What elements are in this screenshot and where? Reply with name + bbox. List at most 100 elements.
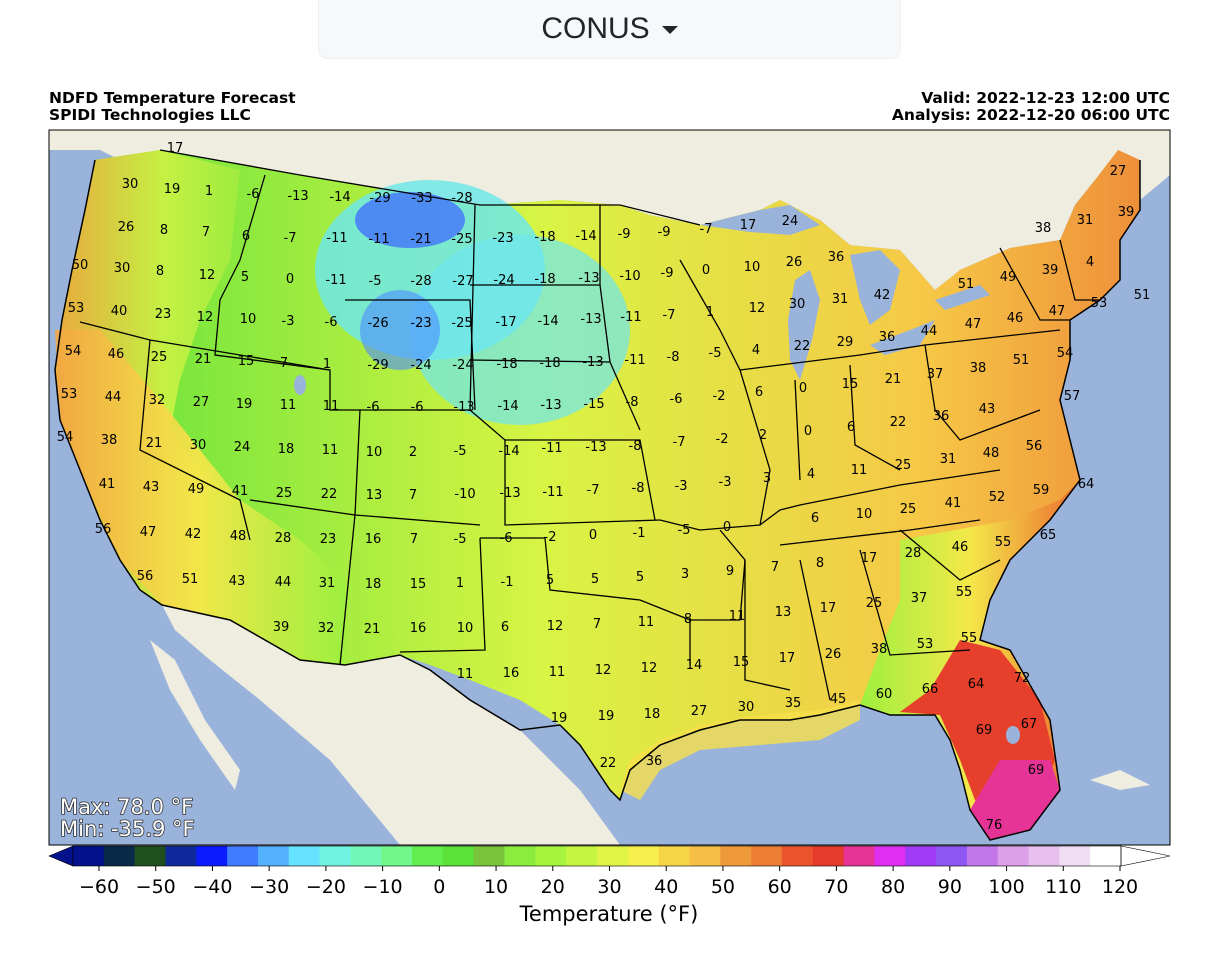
temperature-value: 5 [241,270,249,285]
temperature-value: 72 [1014,671,1031,686]
temperature-value: 16 [503,666,520,681]
temperature-value: -5 [678,523,691,538]
colorbar-tick-label: 50 [711,876,735,898]
colorbar-segment [1059,846,1091,866]
temperature-value: 47 [1049,304,1066,319]
temperature-value: 14 [686,658,703,673]
temperature-value: 4 [1086,255,1094,270]
temperature-value: 6 [501,620,509,635]
temperature-value: 40 [111,304,128,319]
temperature-value: 30 [738,700,755,715]
temperature-value: 0 [589,528,597,543]
temperature-value: -11 [368,232,389,247]
temperature-value: 44 [921,324,938,339]
colorbar-segment [504,846,536,866]
temperature-value: 5 [546,573,554,588]
temperature-value: -29 [369,191,390,206]
colorbar-segment [597,846,629,866]
colorbar-tick-label: 30 [597,876,621,898]
max-temperature: Max: 78.0 °F [60,795,193,819]
temperature-value: -14 [498,444,519,459]
temperature-value: 53 [68,301,85,316]
colorbar-segment [227,846,259,866]
lake-ontario [935,285,990,310]
temperature-value: 46 [108,347,125,362]
temperature-value: 31 [832,292,849,307]
temperature-value: -14 [575,229,596,244]
region-selector[interactable]: CONUS [318,0,901,59]
colorbar: −60 −50 −40 −30 −20 −10 0 10 20 30 40 50 60 70 80 90 100… [48,845,1171,898]
temperature-value: -18 [496,357,517,372]
temperature-value: -11 [542,485,563,500]
colorbar-segment [997,846,1030,866]
temperature-value: 32 [318,621,335,636]
temperature-value: 26 [118,220,135,235]
temperature-value: 10 [744,260,761,275]
temperature-value: 42 [185,527,202,542]
colorbar-segment [1090,846,1122,866]
colorbar-tick-label: 20 [541,876,565,898]
mexico-land [162,605,620,845]
temperature-value: 23 [155,307,172,322]
temperature-value: 11 [323,399,340,414]
temperature-value: -11 [624,353,645,368]
temperature-value: 10 [457,621,474,636]
temperature-value: 36 [646,754,663,769]
temperature-value: 11 [729,609,746,624]
temperature-value: 35 [785,696,802,711]
great-salt-lake [294,375,306,395]
colorbar-segment [381,846,413,866]
temperature-value: 23 [320,532,337,547]
temperature-value: 12 [547,619,564,634]
temperature-value: -18 [534,230,555,245]
colorbar-segment [720,846,752,866]
temperature-value: 12 [199,268,216,283]
temperature-value: 18 [644,707,661,722]
temperature-value: 37 [927,367,944,382]
temperature-value: 19 [598,709,615,724]
temperature-value: 53 [917,637,934,652]
colorbar-segment [473,846,506,866]
temperature-value: -13 [585,440,606,455]
temperature-value: 65 [1040,528,1057,543]
temperature-value: -23 [492,231,513,246]
temperature-value: 25 [151,350,168,365]
temperature-value: -6 [411,400,424,415]
map-title: NDFD Temperature Forecast [49,89,296,107]
temperature-value: -8 [667,350,680,365]
temperature-value: -5 [454,532,467,547]
map-organization: SPIDI Technologies LLC [49,106,251,124]
temperature-value: 2 [409,445,417,460]
temperature-value: 76 [986,818,1003,833]
temperature-value: -13 [499,486,520,501]
colorbar-tick-label: −10 [363,876,403,898]
temperature-value: 11 [280,398,297,413]
temperature-value: 7 [280,356,288,371]
temperature-value: 6 [847,420,855,435]
temperature-value: 0 [804,424,812,439]
colorbar-segment [257,846,290,866]
temperature-value: 55 [995,535,1012,550]
colorbar-segment [412,846,444,866]
temperature-value: 19 [551,711,568,726]
colorbar-tick-label: 80 [881,876,905,898]
temperature-value: 0 [702,263,710,278]
temperature-value: 41 [99,477,116,492]
colorbar-under-extension [48,845,74,867]
temperature-value: -14 [497,399,518,414]
temperature-value: 9 [726,564,734,579]
temperature-value: 44 [105,390,122,405]
temperature-value: 5 [636,570,644,585]
temperature-value: -7 [663,308,676,323]
temperature-value: 24 [234,440,251,455]
temperature-value: -33 [411,191,432,206]
temperature-value: 30 [190,438,207,453]
colorbar-segment [751,846,783,866]
temperature-value: -23 [410,316,431,331]
temperature-value: 0 [723,520,731,535]
temperature-value: 15 [842,377,859,392]
colorbar-frame [72,845,1122,867]
temperature-value: 29 [837,335,854,350]
temperature-value: 10 [366,445,383,460]
caret-down-icon [661,26,678,34]
